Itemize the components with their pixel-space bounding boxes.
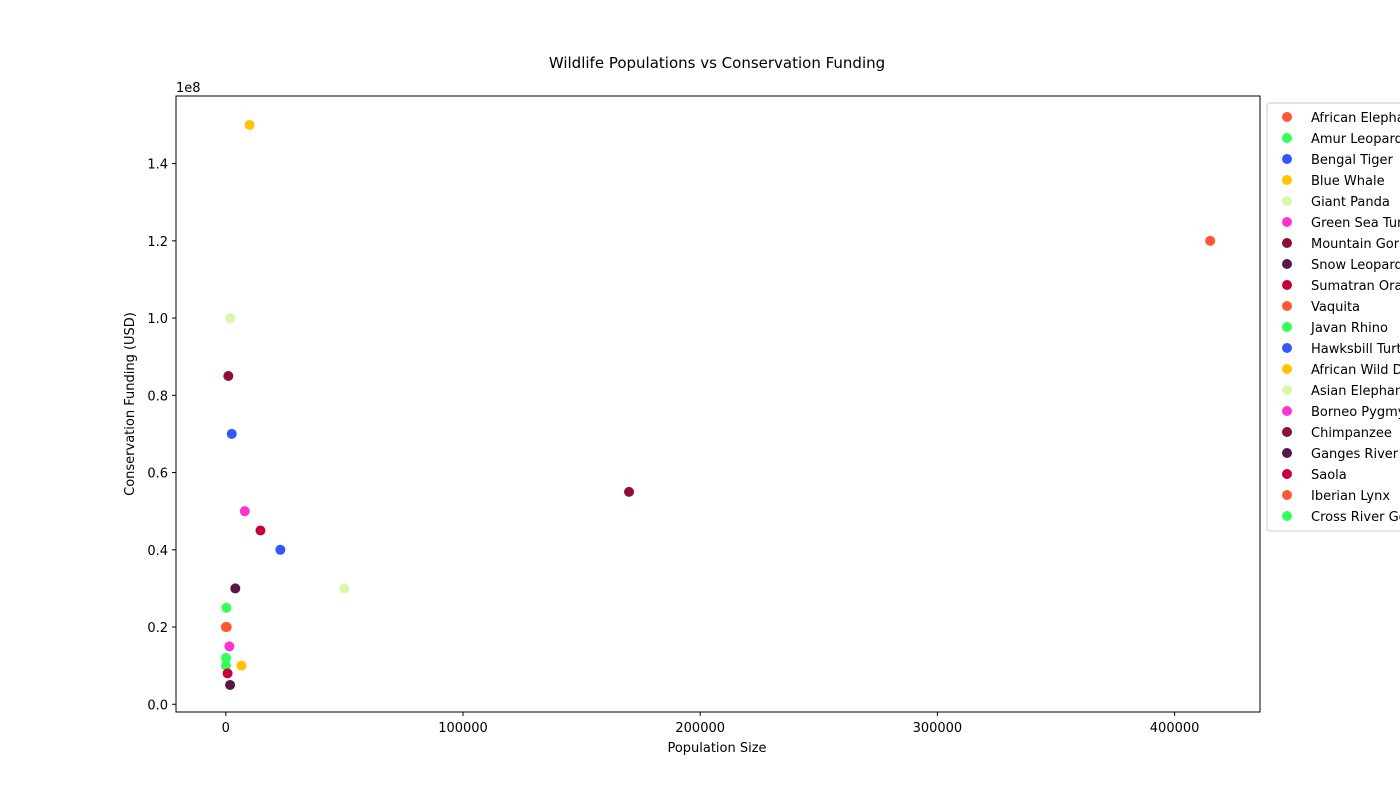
legend-marker (1282, 217, 1292, 227)
legend-marker (1282, 154, 1292, 164)
data-point: African Wild Dog (236, 660, 247, 671)
legend-label: Saola (1311, 468, 1347, 483)
legend-label: African Wild Dog (1311, 363, 1400, 378)
legend: African Elephant Amur Leopard Bengal Tiger… (1266, 102, 1400, 532)
legend-label: Amur Leopard (1311, 132, 1400, 147)
data-point: Hawksbill Turtle (275, 544, 286, 555)
legend-marker (1282, 175, 1292, 185)
legend-label: Green Sea Turtle (1311, 216, 1400, 231)
legend-marker (1282, 385, 1292, 395)
y-tick-label: 1.2 (147, 235, 168, 250)
legend-marker (1282, 490, 1292, 500)
data-point: Asian Elephant (339, 583, 350, 594)
legend-marker (1282, 259, 1292, 269)
data-point: Chimpanzee (624, 486, 635, 497)
data-point: Blue Whale (244, 119, 255, 130)
legend-label: Cross River Gorilla (1311, 510, 1400, 525)
legend-label: Chimpanzee (1311, 426, 1392, 441)
legend-label: Javan Rhino (1310, 321, 1388, 336)
data-point: Cross River Gorilla (221, 602, 232, 613)
data-point: Saola (222, 668, 233, 679)
legend-label: Giant Panda (1311, 195, 1390, 210)
legend-marker (1282, 238, 1292, 248)
data-point: Borneo Pygmy Elephant (224, 641, 235, 652)
legend-marker (1282, 280, 1292, 290)
y-tick-label: 0.2 (147, 621, 168, 636)
x-tick-label: 0 (222, 721, 230, 736)
data-point: Javan Rhino (220, 660, 231, 671)
x-tick-label: 100000 (438, 721, 488, 736)
legend-box (1266, 102, 1400, 532)
data-point: Sumatran Orangutan (255, 525, 266, 536)
legend-label: Mountain Gorilla (1311, 237, 1400, 252)
legend-label: Snow Leopard (1311, 258, 1400, 273)
chart-title: Wildlife Populations vs Conservation Fun… (549, 54, 885, 72)
legend-label: Blue Whale (1311, 174, 1385, 189)
data-point: Snow Leopard (230, 583, 241, 594)
legend-marker (1282, 322, 1292, 332)
y-tick-label: 0.4 (147, 544, 168, 559)
x-tick-label: 200000 (675, 721, 725, 736)
legend-label: Vaquita (1311, 300, 1360, 315)
x-tick-label: 400000 (1150, 721, 1200, 736)
x-tick-label: 300000 (913, 721, 963, 736)
legend-marker (1282, 196, 1292, 206)
data-point: Green Sea Turtle (239, 506, 250, 517)
legend-label: Hawksbill Turtle (1311, 342, 1400, 357)
data-point: Ganges River Dolphin (225, 679, 236, 690)
legend-marker (1282, 301, 1292, 311)
legend-label: Asian Elephant (1311, 384, 1400, 399)
plot-area-frame (175, 95, 1261, 713)
y-tick-label: 1.4 (147, 158, 168, 173)
legend-marker (1282, 427, 1292, 437)
data-point: Giant Panda (225, 313, 236, 324)
legend-marker (1282, 511, 1292, 521)
y-tick-label: 0.0 (147, 698, 168, 713)
legend-label: Borneo Pygmy Elephant (1311, 405, 1400, 420)
axes: 0 100000 200000 300000 400000 0.0 0.2 0.4 0.6 0.8… (147, 158, 1199, 736)
data-point: African Elephant (1205, 235, 1216, 246)
data-points: African Elephant Amur Leopard Bengal Tiger… (220, 119, 1216, 690)
legend-marker (1282, 469, 1292, 479)
legend-marker (1282, 133, 1292, 143)
legend-label: Sumatran Orangutan (1311, 279, 1400, 294)
y-tick-label: 1.0 (147, 312, 168, 327)
y-axis-label: Conservation Funding (USD) (123, 312, 138, 496)
data-point: Iberian Lynx (221, 622, 232, 633)
legend-marker (1282, 364, 1292, 374)
legend-marker (1282, 448, 1292, 458)
legend-marker (1282, 406, 1292, 416)
data-point: Bengal Tiger (226, 428, 237, 439)
legend-marker (1282, 343, 1292, 353)
x-axis-label: Population Size (667, 741, 766, 756)
legend-label: African Elephant (1311, 111, 1400, 126)
legend-label: Iberian Lynx (1311, 489, 1390, 504)
y-tick-label: 0.8 (147, 389, 168, 404)
data-point: Amur Leopard (221, 652, 232, 663)
y-tick-label: 0.6 (147, 467, 168, 482)
y-axis-offset-label: 1e8 (176, 81, 201, 96)
legend-label: Ganges River Dolphin (1311, 447, 1400, 462)
data-point: Mountain Gorilla (223, 371, 234, 381)
legend-label: Bengal Tiger (1311, 153, 1394, 168)
legend-marker (1282, 112, 1292, 122)
